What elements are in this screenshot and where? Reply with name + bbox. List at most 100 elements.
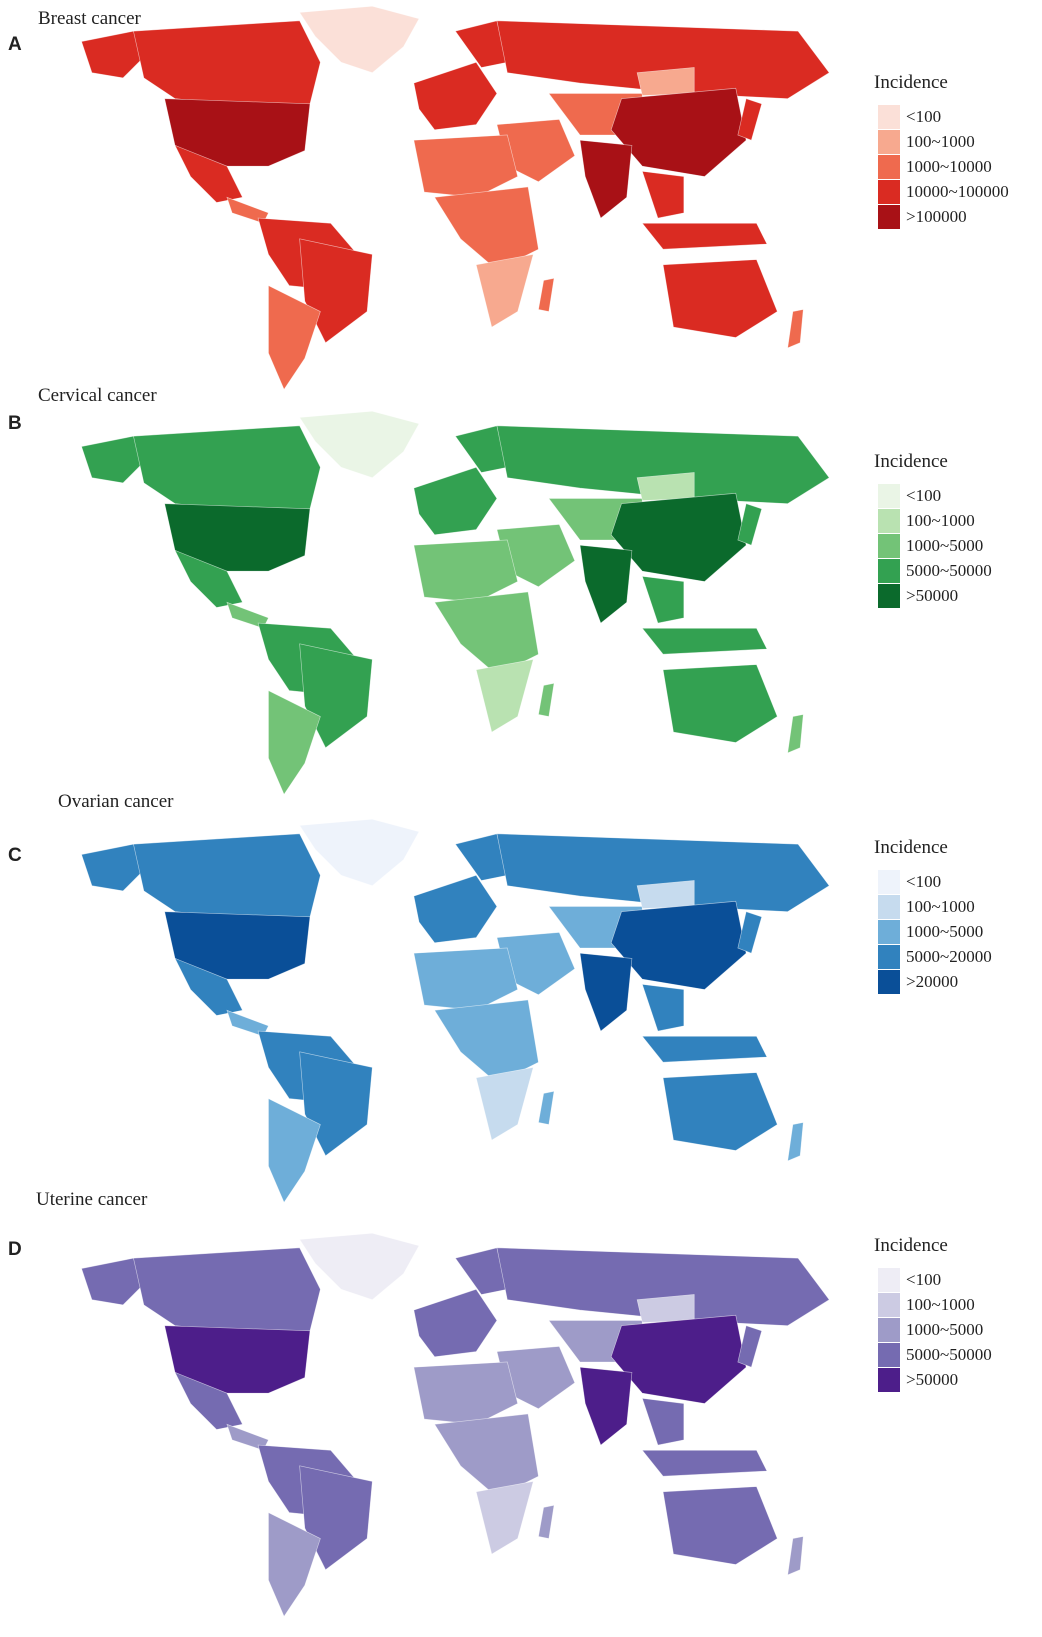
- region-japan: [737, 98, 763, 141]
- region-madagascar: [538, 682, 555, 717]
- region-north-africa: [413, 539, 519, 603]
- legend-swatch: [878, 1367, 900, 1392]
- legend: Incidence <100 100~1000 1000~5000 5000~5…: [874, 1235, 1038, 1392]
- world-map-svg: [81, 5, 830, 391]
- legend: Incidence <100 100~1000 1000~10000 10000…: [874, 72, 1038, 229]
- legend-label: 5000~20000: [906, 946, 992, 966]
- region-greenland: [299, 410, 420, 479]
- legend-label: >20000: [906, 971, 959, 991]
- region-southern-africa: [475, 659, 534, 733]
- legend-label: 100~1000: [906, 131, 975, 151]
- region-greenland: [299, 1232, 420, 1301]
- map-title: Uterine cancer: [36, 1189, 148, 1210]
- region-canada: [133, 833, 321, 928]
- region-canada: [133, 425, 321, 520]
- legend-item: <100: [878, 483, 1038, 508]
- legend-label: 1000~10000: [906, 156, 992, 176]
- legend-label: 5000~50000: [906, 560, 992, 580]
- region-indonesia: [641, 1449, 768, 1477]
- region-alaska: [81, 435, 145, 484]
- region-new-zealand: [787, 1536, 804, 1576]
- map-title: Cervical cancer: [38, 385, 157, 406]
- region-southeast-asia: [641, 1397, 685, 1446]
- legend-item: 5000~20000: [878, 944, 1038, 969]
- region-china: [610, 492, 747, 582]
- panel-letter: A: [8, 34, 22, 55]
- region-australia: [662, 1486, 778, 1565]
- region-india: [579, 1366, 633, 1446]
- legend-item: 1000~5000: [878, 533, 1038, 558]
- world-map-svg: [81, 818, 830, 1204]
- legend-swatch: [878, 583, 900, 608]
- legend-label: 100~1000: [906, 896, 975, 916]
- region-southeast-asia: [641, 170, 685, 219]
- legend-label: 100~1000: [906, 1294, 975, 1314]
- map-title: Breast cancer: [38, 8, 141, 29]
- region-japan: [737, 1325, 763, 1368]
- legend-label: 10000~100000: [906, 181, 1009, 201]
- legend-swatch: [878, 154, 900, 179]
- legend-label: 1000~5000: [906, 535, 984, 555]
- region-china: [610, 900, 747, 990]
- legend-swatch: [878, 508, 900, 533]
- legend-swatch: [878, 179, 900, 204]
- legend-swatch: [878, 1342, 900, 1367]
- legend-item: <100: [878, 869, 1038, 894]
- region-alaska: [81, 1257, 145, 1306]
- panel-letter: D: [8, 1239, 22, 1260]
- region-europe-west: [413, 1288, 498, 1358]
- legend-item: >20000: [878, 969, 1038, 994]
- legend-label: >50000: [906, 1369, 959, 1389]
- region-europe-west: [413, 466, 498, 536]
- panel-breast-cancer: A Breast cancer Incidence <100 100~1000 …: [0, 0, 1042, 405]
- world-map-svg: [81, 410, 830, 796]
- region-madagascar: [538, 1090, 555, 1125]
- legend-label: 1000~5000: [906, 1319, 984, 1339]
- world-map-svg: [81, 1232, 830, 1618]
- legend: Incidence <100 100~1000 1000~5000 5000~5…: [874, 451, 1038, 608]
- world-map: [60, 0, 830, 405]
- region-southern-africa: [475, 1481, 534, 1555]
- legend-item: 1000~5000: [878, 1317, 1038, 1342]
- legend-swatch: [878, 1292, 900, 1317]
- region-china: [610, 1314, 747, 1404]
- region-indonesia: [641, 222, 768, 250]
- legend-label: <100: [906, 485, 942, 505]
- panel-letter: B: [8, 413, 22, 434]
- region-australia: [662, 664, 778, 743]
- region-new-zealand: [787, 1122, 804, 1162]
- legend-swatch: [878, 969, 900, 994]
- region-europe-west: [413, 61, 498, 131]
- region-greenland: [299, 5, 420, 74]
- region-indonesia: [641, 627, 768, 655]
- legend-swatch: [878, 1267, 900, 1292]
- region-southeast-asia: [641, 983, 685, 1032]
- region-new-zealand: [787, 714, 804, 754]
- map-title: Ovarian cancer: [58, 791, 174, 812]
- legend-label: <100: [906, 871, 942, 891]
- legend-item: 1000~10000: [878, 154, 1038, 179]
- region-europe-west: [413, 874, 498, 944]
- legend-item: <100: [878, 104, 1038, 129]
- world-map: [60, 1227, 830, 1632]
- legend-item: 1000~5000: [878, 919, 1038, 944]
- region-australia: [662, 259, 778, 338]
- region-canada: [133, 20, 321, 115]
- region-southern-africa: [475, 1067, 534, 1141]
- region-north-africa: [413, 947, 519, 1011]
- legend-label: >50000: [906, 585, 959, 605]
- legend-label: 100~1000: [906, 510, 975, 530]
- legend-item: 10000~100000: [878, 179, 1038, 204]
- region-madagascar: [538, 1504, 555, 1539]
- region-south-america-south: [268, 1512, 321, 1618]
- region-southern-africa: [475, 254, 534, 328]
- region-south-america-south: [268, 690, 321, 796]
- region-mongolia: [636, 880, 695, 909]
- legend-swatch: [878, 919, 900, 944]
- region-greenland: [299, 818, 420, 887]
- legend-title: Incidence: [874, 72, 948, 93]
- legend-item: 100~1000: [878, 894, 1038, 919]
- panel-cervical-cancer: B Cervical cancer Incidence <100 100~100…: [0, 385, 1042, 813]
- panel-ovarian-cancer: C Ovarian cancer Incidence <100 100~1000…: [0, 791, 1042, 1227]
- legend-title: Incidence: [874, 451, 948, 472]
